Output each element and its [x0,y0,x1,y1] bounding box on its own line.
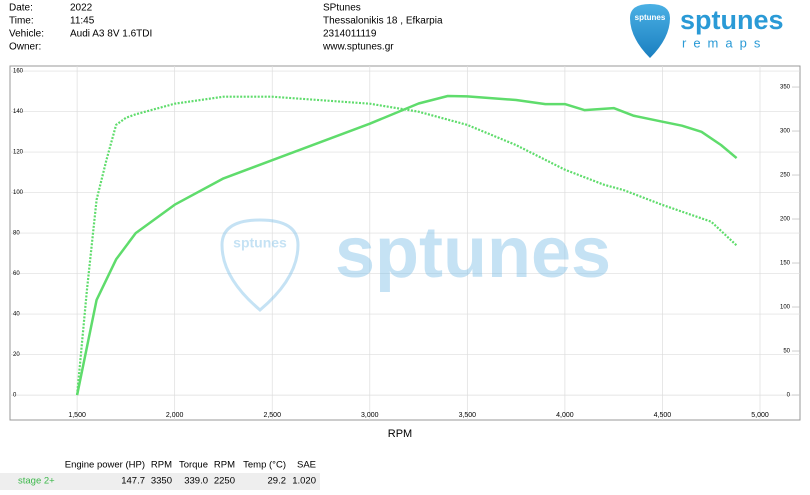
header-label: Date: [9,3,33,14]
y-tick-label: 100 [13,190,24,196]
header-label: Time: [9,16,34,27]
y-tick-label: 0 [13,393,17,399]
x-tick-label: 2,000 [166,412,184,419]
table-cell: 29.2 [268,476,287,487]
logo-shield-text: sptunes [635,13,666,22]
x-axis-label: RPM [388,428,412,440]
x-tick-label: 1,500 [68,412,86,419]
y-tick-label: 60 [13,271,20,277]
table-cell: 2250 [214,476,235,487]
y-tick-label: 20 [13,352,20,358]
y2-tick-label: 50 [783,349,790,355]
table-header: RPM [151,460,172,471]
plot-frame [9,65,801,421]
y2-tick-label: 200 [780,217,791,223]
y-tick-label: 120 [13,150,24,156]
company-line: Thessalonikis 18 , Efkarpia [323,16,443,27]
watermark-shield [220,218,300,312]
x-tick-label: 4,500 [654,412,672,419]
y2-tick-label: 100 [780,305,791,311]
header-label: Owner: [9,42,41,53]
y2-tick-label: 300 [780,129,791,135]
company-line: 2314011119 [323,29,377,40]
header-value: 2022 [70,3,93,14]
header-value: 11:45 [70,16,95,27]
table-cell: 339.0 [184,476,208,487]
y2-tick-label: 0 [787,393,791,399]
x-tick-label: 3,000 [361,412,379,419]
y-tick-label: 160 [13,69,24,75]
logo-shield [630,4,670,58]
watermark-text: sptunes [335,213,611,293]
watermark-shield-text: sptunes [233,235,287,251]
y2-tick-label: 250 [780,173,791,179]
table-header: Engine power (HP) [65,460,145,471]
x-tick-label: 2,500 [263,412,281,419]
y2-tick-label: 350 [780,85,791,91]
table-header: Temp (°C) [243,460,286,471]
table-row-bg [0,473,320,490]
table-row-label: stage 2+ [18,476,55,487]
y-tick-label: 140 [13,109,24,115]
table-header: SAE [297,460,316,471]
logo-name: sptunes [680,5,784,35]
table-cell: 3350 [151,476,172,487]
table-header: RPM [214,460,235,471]
company-line: SPtunes [323,3,361,14]
table-cell: 1.020 [292,476,316,487]
header-value: Audi A3 8V 1.6TDI [70,29,152,40]
company-line: www.sptunes.gr [322,42,394,53]
watermark: sptunes sptunes [220,213,611,312]
logo-tagline: remaps [682,35,767,50]
x-tick-label: 4,000 [556,412,574,419]
series-line [75,94,738,396]
y-tick-label: 40 [13,312,20,318]
x-tick-label: 3,500 [459,412,477,419]
table-cell: 147.7 [121,476,145,487]
series-line [76,95,738,396]
y2-tick-label: 150 [780,261,791,267]
table-header: Torque [179,460,208,471]
header-label: Vehicle: [9,29,44,40]
lines [75,94,738,396]
x-tick-label: 5,000 [751,412,769,419]
y-tick-label: 80 [13,231,20,237]
